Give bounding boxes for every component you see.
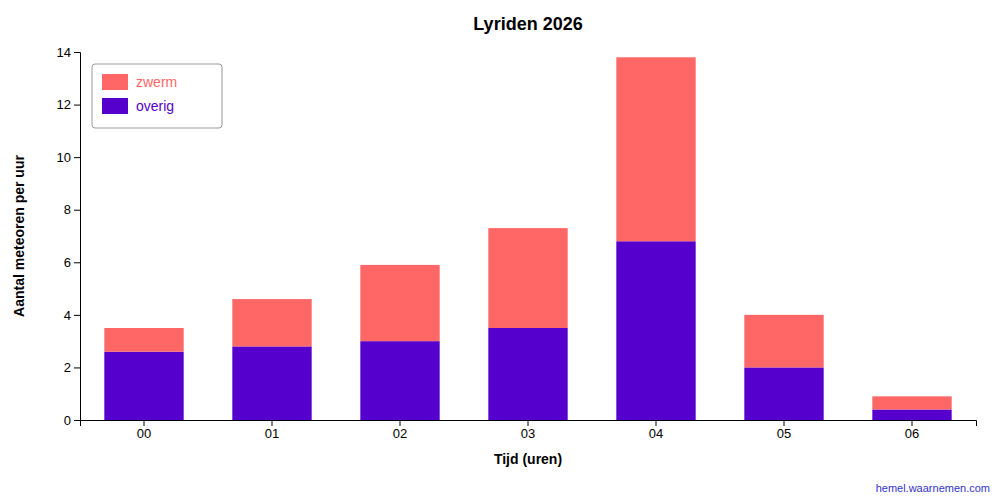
tick-label: 06 bbox=[905, 426, 919, 441]
bar bbox=[616, 241, 695, 420]
tick: 10 bbox=[57, 150, 80, 165]
tick-label: 12 bbox=[57, 97, 71, 112]
tick-mark bbox=[784, 420, 785, 426]
legend-swatch bbox=[102, 98, 128, 114]
annotation: hemel.waarnemen.com bbox=[876, 482, 990, 494]
tick: 00 bbox=[137, 420, 151, 441]
tick-label: 6 bbox=[64, 255, 71, 270]
title: Lyriden 2026 bbox=[473, 14, 582, 34]
tick-label: 0 bbox=[64, 413, 71, 428]
tick: 14 bbox=[57, 45, 80, 60]
tick-label: 2 bbox=[64, 360, 71, 375]
tick-mark bbox=[74, 210, 80, 211]
tick: 2 bbox=[64, 360, 80, 375]
bar bbox=[360, 341, 439, 420]
bar bbox=[744, 315, 823, 368]
tick-mark bbox=[272, 420, 273, 426]
bar bbox=[360, 265, 439, 341]
tick-label: 02 bbox=[393, 426, 407, 441]
y-axis: 0 2 4 6 8 10 12 14 bbox=[57, 45, 81, 428]
bar bbox=[104, 352, 183, 420]
axis-line bbox=[74, 53, 81, 421]
legend-swatch bbox=[102, 74, 128, 90]
bar bbox=[232, 299, 311, 346]
tick-label: 04 bbox=[649, 426, 663, 441]
bar bbox=[616, 57, 695, 241]
bar bbox=[488, 228, 567, 328]
legend-box bbox=[92, 64, 222, 128]
tick-mark bbox=[74, 420, 80, 421]
bar bbox=[872, 396, 951, 409]
tick: 03 bbox=[521, 420, 535, 441]
tick: 0 bbox=[64, 413, 80, 428]
bar-series bbox=[104, 57, 951, 409]
tick: 8 bbox=[64, 202, 80, 217]
tick-mark bbox=[400, 420, 401, 426]
axis-line bbox=[81, 421, 977, 427]
tick-label: 00 bbox=[137, 426, 151, 441]
tick-mark bbox=[74, 105, 80, 106]
legend: zwerm overig bbox=[92, 64, 222, 128]
tick: 06 bbox=[905, 420, 919, 441]
legend-label: zwerm bbox=[136, 74, 177, 90]
tick: 12 bbox=[57, 97, 80, 112]
tick-label: 8 bbox=[64, 202, 71, 217]
tick-mark bbox=[528, 420, 529, 426]
tick-label: 01 bbox=[265, 426, 279, 441]
tick-label: 03 bbox=[521, 426, 535, 441]
tick-mark bbox=[74, 315, 80, 316]
chart: 0001020304050602468101214Lyriden 2026Tij… bbox=[0, 0, 1000, 500]
tick-mark bbox=[74, 157, 80, 158]
x-axis: 00 01 02 03 04 05 06 bbox=[81, 420, 977, 441]
tick-label: 05 bbox=[777, 426, 791, 441]
bars bbox=[104, 57, 951, 420]
tick-label: 14 bbox=[57, 45, 71, 60]
tick: 6 bbox=[64, 255, 80, 270]
y-axis-title: Aantal meteoren per uur bbox=[11, 155, 27, 317]
tick-mark bbox=[74, 262, 80, 263]
tick-mark bbox=[144, 420, 145, 426]
tick: 02 bbox=[393, 420, 407, 441]
legend-entry: overig bbox=[102, 98, 174, 114]
tick-mark bbox=[74, 367, 80, 368]
tick-label: 10 bbox=[57, 150, 71, 165]
tick: 05 bbox=[777, 420, 791, 441]
tick-mark bbox=[656, 420, 657, 426]
tick: 04 bbox=[649, 420, 663, 441]
legend-label: overig bbox=[136, 98, 174, 114]
tick-mark bbox=[74, 52, 80, 53]
tick: 01 bbox=[265, 420, 279, 441]
tick-mark bbox=[912, 420, 913, 426]
tick: 4 bbox=[64, 308, 80, 323]
legend-entry: zwerm bbox=[102, 74, 177, 90]
bar bbox=[872, 409, 951, 420]
bar bbox=[744, 367, 823, 420]
tick-label: 4 bbox=[64, 308, 71, 323]
chart-container: 0001020304050602468101214Lyriden 2026Tij… bbox=[0, 0, 1000, 500]
bar bbox=[104, 328, 183, 352]
bar bbox=[488, 328, 567, 420]
bar bbox=[232, 346, 311, 420]
x-axis-title: Tijd (uren) bbox=[494, 451, 562, 467]
